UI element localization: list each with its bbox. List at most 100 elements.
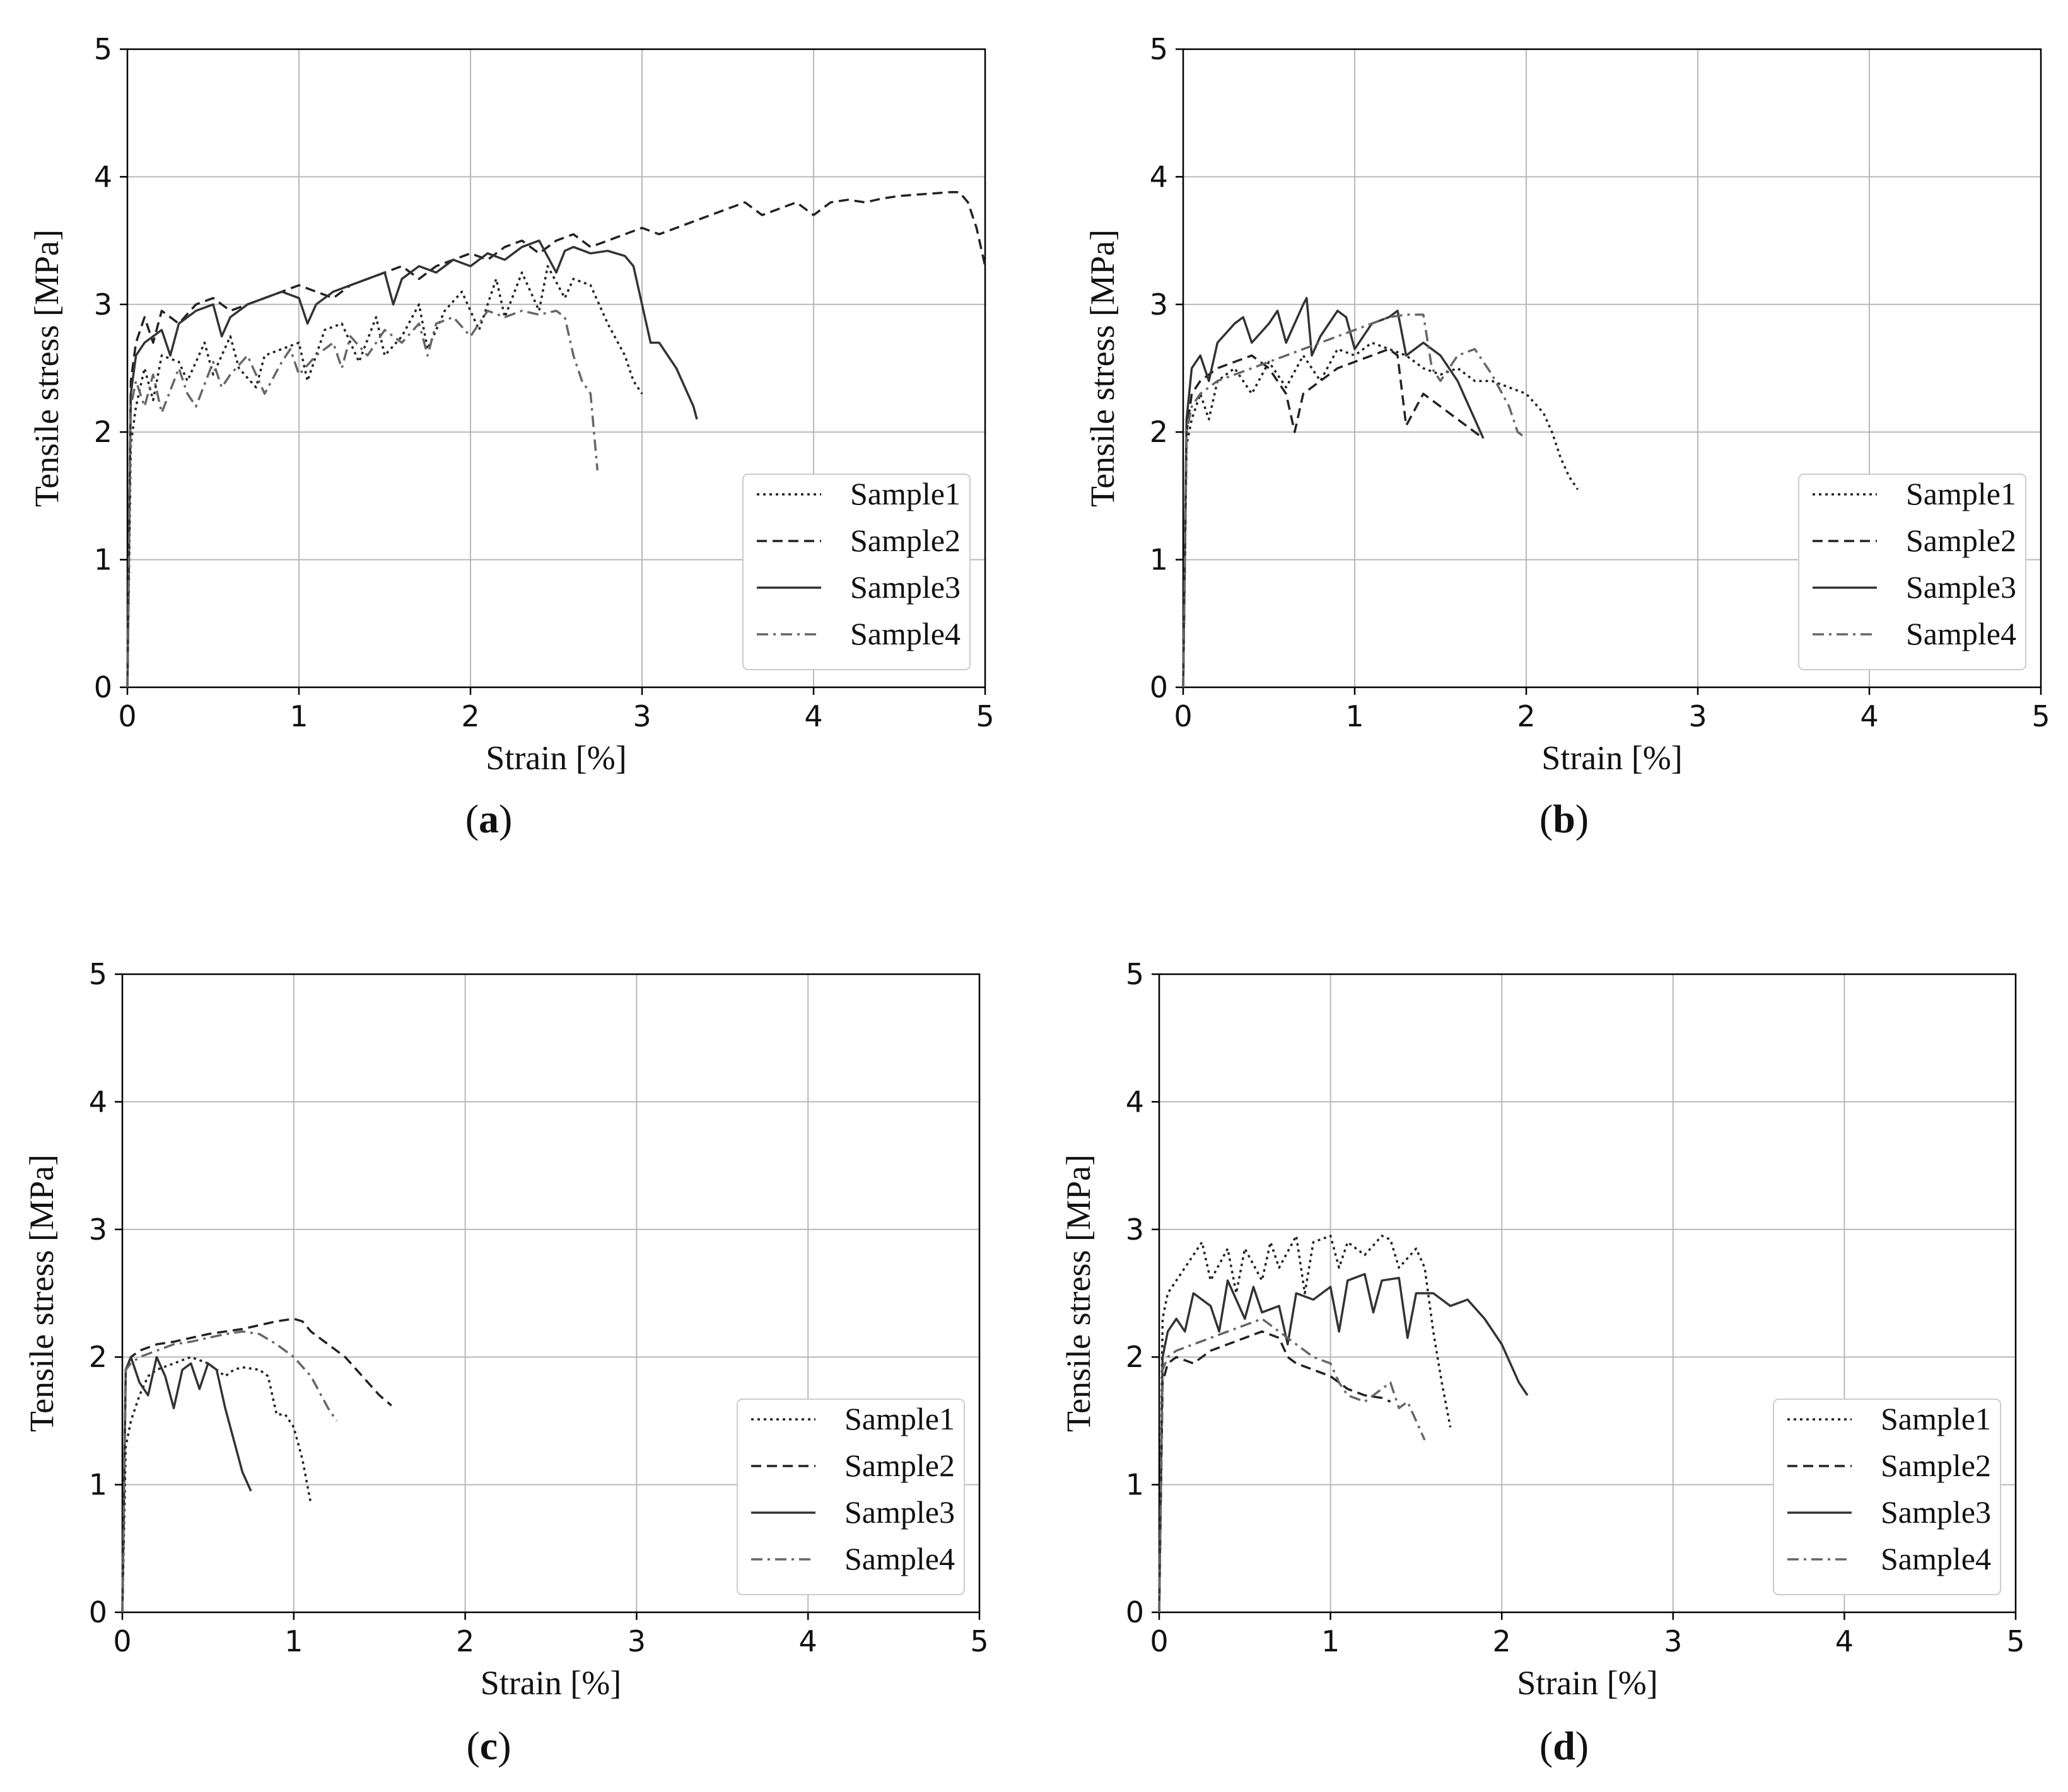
axes-frame xyxy=(126,48,986,689)
legend-label: Sample4 xyxy=(850,616,961,651)
x-tick-label: 1 xyxy=(289,699,308,733)
legend-label: Sample1 xyxy=(850,476,961,511)
series-line-sample4 xyxy=(1158,1317,1426,1613)
x-tick-label: 3 xyxy=(633,699,651,733)
y-tick-label: 0 xyxy=(94,670,112,704)
x-tick-label: 5 xyxy=(2031,699,2050,733)
x-tick-label: 4 xyxy=(1835,1624,1854,1658)
y-tick-label: 0 xyxy=(89,1595,107,1629)
x-axis-label: Strain [%] xyxy=(481,1664,621,1702)
axes-frame xyxy=(1182,48,2042,689)
series-line-sample3 xyxy=(1182,296,1485,688)
x-axis-label: Strain [%] xyxy=(1541,739,1682,777)
legend: Sample1 Sample2 Sample3 Sample4 xyxy=(737,1399,965,1595)
panel-caption: (d) xyxy=(1539,1723,1589,1768)
legend-label: Sample2 xyxy=(1881,1448,1991,1483)
legend-label: Sample1 xyxy=(1906,476,2016,511)
x-tick-label: 5 xyxy=(970,1624,988,1658)
legend-label: Sample3 xyxy=(850,569,961,605)
y-tick-label: 1 xyxy=(94,543,112,577)
legend-label: Sample2 xyxy=(844,1448,955,1483)
series-line-sample4 xyxy=(126,310,599,688)
y-tick-label: 4 xyxy=(94,160,112,194)
legend-label: Sample1 xyxy=(844,1401,955,1436)
series-line-sample4 xyxy=(1182,313,1528,688)
y-tick-label: 5 xyxy=(1126,957,1144,991)
y-tick-label: 3 xyxy=(94,288,112,322)
y-tick-label: 0 xyxy=(1150,670,1168,704)
x-tick-label: 1 xyxy=(284,1624,303,1658)
x-tick-label: 4 xyxy=(1860,699,1878,733)
legend: Sample1 Sample2 Sample3 Sample4 xyxy=(1773,1399,2001,1595)
chart-panel-a: 0 1 2 3 4 5 0 1 2 3 4 5 Strain [%] Tensile stress [MP… xyxy=(28,32,995,841)
panel-caption: (c) xyxy=(466,1723,511,1768)
chart-panel-b: 0 1 2 3 4 5 0 1 2 3 4 5 Strain [%] Tensile stress [MP… xyxy=(1084,32,2050,841)
series-line-sample3 xyxy=(1158,1272,1529,1613)
y-axis-label: Tensile stress [MPa] xyxy=(23,1155,61,1432)
x-tick-label: 2 xyxy=(456,1624,474,1658)
axes-frame xyxy=(1158,973,2017,1614)
y-tick-label: 2 xyxy=(1126,1340,1144,1374)
legend-label: Sample3 xyxy=(844,1494,955,1530)
y-tick-label: 2 xyxy=(94,415,112,449)
y-axis-label: Tensile stress [MPa] xyxy=(1060,1155,1097,1432)
y-tick-label: 2 xyxy=(1150,415,1168,449)
legend-label: Sample4 xyxy=(1881,1541,1991,1576)
legend: Sample1 Sample2 Sample3 Sample4 xyxy=(742,474,971,670)
axes-frame xyxy=(121,973,981,1614)
chart-panel-d: 0 1 2 3 4 5 0 1 2 3 4 5 Strain [%] Tensile stress [MP… xyxy=(1060,957,2025,1768)
series-line-sample2 xyxy=(121,1317,392,1613)
y-tick-label: 1 xyxy=(89,1468,107,1502)
y-axis-label: Tensile stress [MPa] xyxy=(28,230,66,507)
legend-box xyxy=(737,1399,965,1595)
y-tick-label: 5 xyxy=(89,957,107,991)
y-tick-label: 4 xyxy=(1126,1085,1144,1119)
legend-box xyxy=(742,474,971,670)
series-line-sample1 xyxy=(126,265,643,688)
legend-label: Sample4 xyxy=(1906,616,2016,651)
x-tick-label: 5 xyxy=(2006,1624,2024,1658)
x-tick-label: 3 xyxy=(1664,1624,1682,1658)
x-tick-label: 1 xyxy=(1321,1624,1340,1658)
legend-label: Sample3 xyxy=(1881,1494,1991,1530)
legend-box xyxy=(1798,474,2026,670)
legend-box xyxy=(1773,1399,2001,1595)
legend: Sample1 Sample2 Sample3 Sample4 xyxy=(1798,474,2026,670)
series-line-sample1 xyxy=(1182,341,1579,688)
y-tick-label: 5 xyxy=(1150,32,1168,66)
legend-label: Sample1 xyxy=(1881,1401,1991,1436)
y-tick-label: 5 xyxy=(94,32,112,66)
x-tick-label: 3 xyxy=(628,1624,646,1658)
x-tick-label: 4 xyxy=(804,699,822,733)
x-tick-label: 1 xyxy=(1345,699,1364,733)
x-tick-label: 0 xyxy=(118,699,136,733)
series-line-sample3 xyxy=(121,1356,252,1613)
x-tick-label: 0 xyxy=(1150,1624,1168,1658)
y-tick-label: 3 xyxy=(1126,1213,1144,1247)
y-tick-label: 0 xyxy=(1126,1595,1144,1629)
x-tick-label: 2 xyxy=(1517,699,1535,733)
legend-label: Sample4 xyxy=(844,1541,955,1576)
series-line-sample3 xyxy=(126,239,698,688)
y-tick-label: 3 xyxy=(89,1213,107,1247)
series-line-sample2 xyxy=(1158,1330,1391,1613)
series-line-sample1 xyxy=(1158,1235,1452,1613)
series-line-sample2 xyxy=(126,190,986,688)
x-axis-label: Strain [%] xyxy=(1517,1664,1657,1702)
x-tick-label: 0 xyxy=(1174,699,1192,733)
y-axis-label: Tensile stress [MPa] xyxy=(1084,230,1121,507)
y-tick-label: 3 xyxy=(1150,288,1168,322)
y-tick-label: 2 xyxy=(89,1340,107,1374)
y-tick-label: 1 xyxy=(1126,1468,1144,1502)
y-tick-label: 1 xyxy=(1150,543,1168,577)
x-tick-label: 3 xyxy=(1688,699,1707,733)
chart-panel-c: 0 1 2 3 4 5 0 1 2 3 4 5 Strain [%] Tensile stress [MP… xyxy=(23,957,989,1768)
x-tick-label: 5 xyxy=(976,699,994,733)
series-line-sample4 xyxy=(121,1330,338,1613)
y-tick-label: 4 xyxy=(89,1085,107,1119)
panel-caption: (b) xyxy=(1539,796,1589,841)
x-tick-label: 2 xyxy=(461,699,479,733)
x-tick-label: 4 xyxy=(799,1624,817,1658)
panel-caption: (a) xyxy=(465,796,513,841)
series-line-sample2 xyxy=(1182,347,1485,688)
